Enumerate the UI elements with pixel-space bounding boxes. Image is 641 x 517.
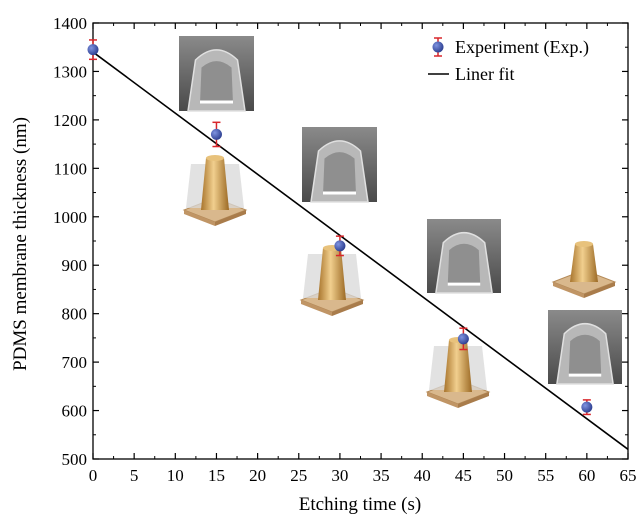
sem-inset-scale-bar (200, 100, 233, 104)
sem-inset-shadow (323, 152, 356, 195)
legend: Experiment (Exp.) Liner fit (428, 37, 589, 84)
sem-inset-1 (179, 36, 254, 112)
pillar-illustration-3 (425, 337, 491, 408)
data-point-group (457, 327, 469, 351)
x-tick-label: 50 (496, 466, 513, 485)
sem-inset-scale-bar (568, 373, 602, 377)
sem-inset-3 (427, 219, 501, 294)
data-point (581, 401, 593, 413)
x-axis-title: Etching time (s) (299, 494, 421, 515)
sem-inset-4 (548, 310, 622, 385)
y-tick-label: 1400 (53, 14, 87, 33)
data-point-group (87, 39, 99, 61)
y-tick-label: 600 (62, 402, 88, 421)
sem-inset-shadow (200, 61, 233, 104)
sem-inset-2 (302, 127, 377, 203)
y-tick-label: 700 (62, 353, 88, 372)
x-tick-label: 5 (130, 466, 139, 485)
data-point-group (581, 399, 593, 416)
sem-inset-shadow (447, 243, 481, 286)
x-tick-label: 0 (89, 466, 98, 485)
legend-exp-marker (432, 41, 444, 53)
pillar-illustration-4 (551, 241, 617, 298)
y-tick-label: 1100 (54, 159, 87, 178)
pillar-illustration-1 (182, 155, 248, 226)
y-tick-label: 800 (62, 305, 88, 324)
plot-frame (92, 22, 629, 460)
x-tick-label: 40 (414, 466, 431, 485)
y-tick-label: 1300 (53, 62, 87, 81)
data-point (334, 240, 346, 252)
fit-line-layer (92, 51, 629, 450)
axes: 0 5 10 15 20 25 30 35 40 45 50 55 60 65 500 600 700 800 90… (53, 14, 637, 485)
pillar-body (318, 248, 346, 300)
fit-line (92, 51, 629, 450)
legend-fit-label: Liner fit (455, 64, 514, 84)
data-point (457, 333, 469, 345)
pillar-base-edge-right (584, 282, 615, 298)
x-tick-label: 35 (373, 466, 390, 485)
y-tick-label: 500 (62, 450, 88, 469)
pillar-base-edge-right (458, 392, 489, 408)
pillar-base-edge-right (332, 300, 363, 316)
x-tick-label: 25 (290, 466, 307, 485)
sem-inset-shadow (568, 334, 602, 377)
pillar-top (206, 155, 224, 161)
y-axis-title: PDMS membrane thickness (nm) (10, 117, 31, 371)
y-tick-label: 1200 (53, 111, 87, 130)
pillar-base-edge-left (553, 282, 584, 298)
pillar-illustration-2 (299, 245, 365, 316)
x-tick-label: 30 (331, 466, 348, 485)
x-tick-label: 45 (455, 466, 472, 485)
data-point-group (334, 235, 346, 257)
x-tick-label: 65 (620, 466, 637, 485)
x-tick-label: 60 (578, 466, 595, 485)
pillar-body (570, 244, 598, 282)
pillar-base-edge-right (215, 210, 246, 226)
sem-inset-scale-bar (447, 282, 481, 286)
sem-inset-scale-bar (323, 191, 356, 195)
x-tick-label: 55 (537, 466, 554, 485)
pillar-base-edge-left (301, 300, 332, 316)
data-point-group (210, 121, 222, 148)
data-point (210, 128, 222, 140)
insets (179, 36, 622, 408)
pillar-body (201, 158, 229, 210)
pillar-base-edge-left (184, 210, 215, 226)
data-point (87, 44, 99, 56)
x-tick-label: 15 (208, 466, 225, 485)
x-tick-label: 20 (249, 466, 266, 485)
points-layer (87, 39, 593, 416)
pillar-base-edge-left (427, 392, 458, 408)
y-tick-label: 900 (62, 256, 88, 275)
pillar-body (444, 340, 472, 392)
pillar-top (575, 241, 593, 247)
y-tick-label: 1000 (53, 208, 87, 227)
x-tick-label: 10 (167, 466, 184, 485)
legend-exp-label: Experiment (Exp.) (455, 37, 589, 58)
